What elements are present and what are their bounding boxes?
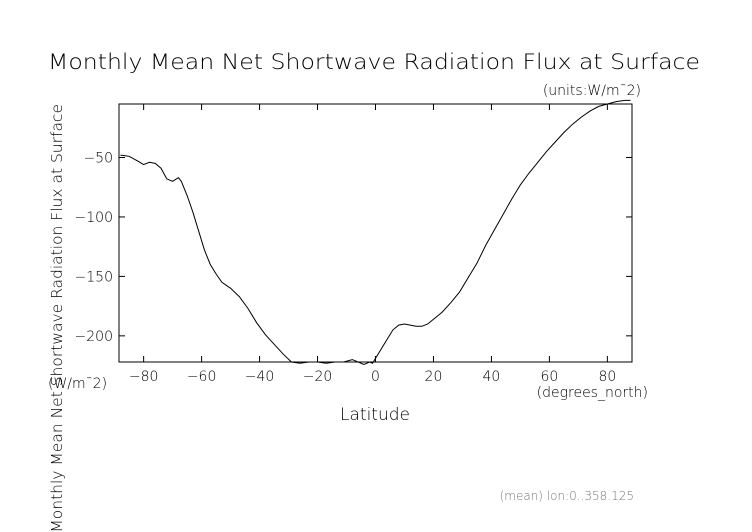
x-tick-label: 20	[425, 369, 443, 385]
chart-title: Monthly Mean Net Shortwave Radiation Flu…	[48, 50, 700, 75]
x-axis-ticks: −80 −60 −40 −20 0 20 40 60 80	[129, 104, 616, 385]
x-tick-label: −60	[187, 369, 217, 385]
y-axis-unit: (W/m¯2)	[48, 376, 107, 392]
x-tick-label: 80	[598, 369, 616, 385]
y-axis-ticks: −50 −100 −150 −200	[75, 151, 632, 345]
y-tick-label: −150	[75, 269, 113, 285]
y-tick-label: −200	[75, 329, 113, 345]
x-axis-unit: (degrees_north)	[537, 385, 648, 401]
x-axis-label: Latitude	[340, 405, 410, 425]
x-tick-label: 40	[483, 369, 501, 385]
x-tick-label: 0	[371, 369, 380, 385]
units-note: (units:W/m¯2)	[543, 83, 641, 99]
x-tick-label: 60	[540, 369, 558, 385]
y-tick-label: −100	[75, 210, 113, 226]
footnote: (mean) lon:0..358.125	[500, 489, 634, 503]
x-tick-label: −40	[245, 369, 275, 385]
x-tick-label: −80	[129, 369, 159, 385]
y-axis-label: Monthly Mean Net Shortwave Radiation Flu…	[48, 104, 66, 532]
y-tick-label: −50	[83, 151, 113, 167]
series-line	[120, 99, 631, 365]
x-tick-label: −20	[303, 369, 333, 385]
